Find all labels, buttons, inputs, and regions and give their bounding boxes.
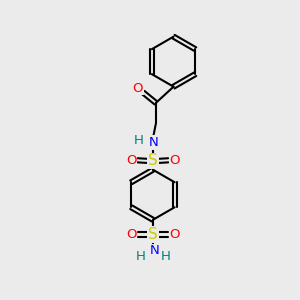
Text: N: N xyxy=(149,244,159,257)
Text: N: N xyxy=(149,136,159,149)
Text: S: S xyxy=(148,227,158,242)
Text: S: S xyxy=(148,153,158,168)
Text: O: O xyxy=(126,228,136,241)
Text: O: O xyxy=(126,154,136,167)
Text: O: O xyxy=(169,228,180,241)
Text: H: H xyxy=(136,250,146,262)
Text: H: H xyxy=(160,250,170,262)
Text: O: O xyxy=(169,154,180,167)
Text: H: H xyxy=(134,134,144,147)
Text: O: O xyxy=(132,82,143,95)
